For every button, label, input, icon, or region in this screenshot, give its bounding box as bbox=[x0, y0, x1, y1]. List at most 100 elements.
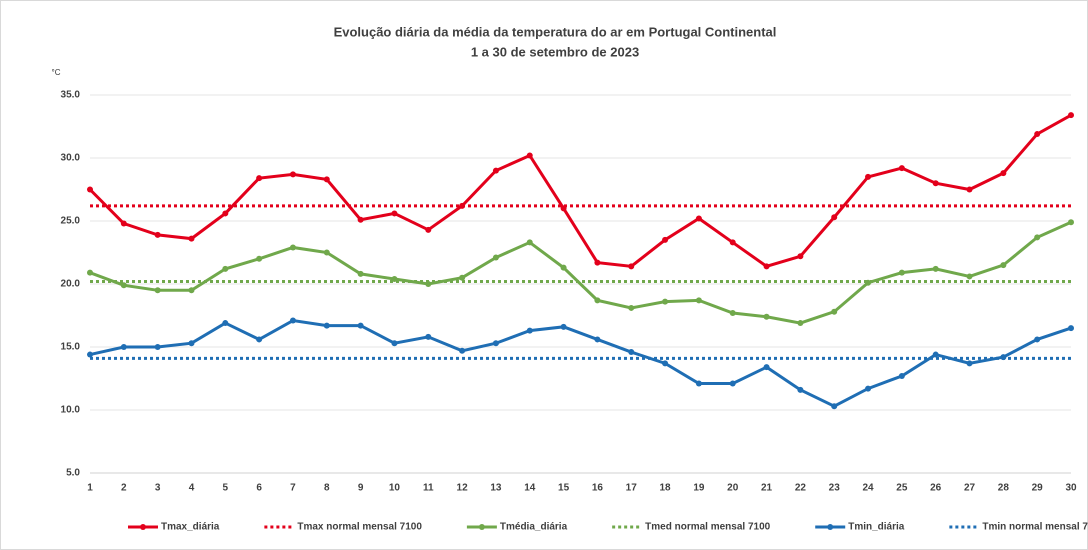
point bbox=[289, 171, 296, 178]
point bbox=[188, 235, 195, 242]
point bbox=[222, 210, 229, 217]
point bbox=[763, 263, 770, 270]
point bbox=[526, 239, 533, 246]
point bbox=[729, 239, 736, 246]
point bbox=[695, 215, 702, 222]
point bbox=[628, 304, 635, 311]
x-tick-label: 21 bbox=[761, 483, 773, 494]
x-tick-label: 27 bbox=[964, 483, 976, 494]
point bbox=[594, 259, 601, 266]
y-tick-label: 30.0 bbox=[61, 153, 81, 164]
point bbox=[695, 380, 702, 387]
point bbox=[1034, 234, 1041, 241]
point bbox=[797, 320, 804, 327]
point bbox=[662, 360, 669, 367]
legend-label: Tmax normal mensal 7100 bbox=[297, 522, 422, 533]
x-tick-label: 3 bbox=[155, 483, 161, 494]
series-line bbox=[89, 220, 1072, 325]
point bbox=[932, 351, 939, 358]
point bbox=[459, 347, 466, 354]
x-tick-label: 2 bbox=[121, 483, 127, 494]
y-tick-label: 25.0 bbox=[61, 216, 81, 227]
point bbox=[966, 186, 973, 193]
point bbox=[797, 253, 804, 260]
x-tick-label: 5 bbox=[223, 483, 229, 494]
point bbox=[662, 236, 669, 243]
x-tick-label: 12 bbox=[457, 483, 469, 494]
point bbox=[662, 298, 669, 305]
x-tick-label: 26 bbox=[930, 483, 942, 494]
x-tick-label: 11 bbox=[423, 483, 434, 494]
legend-label: Tmin normal mensal 7100 bbox=[982, 522, 1088, 533]
y-tick-label: 15.0 bbox=[61, 342, 81, 353]
point bbox=[526, 152, 533, 159]
point bbox=[763, 364, 770, 371]
point bbox=[831, 214, 838, 221]
x-tick-label: 1 bbox=[87, 483, 93, 494]
point bbox=[1068, 325, 1074, 332]
y-tick-label: 35.0 bbox=[61, 90, 81, 101]
y-tick-label: 5.0 bbox=[66, 468, 80, 479]
point bbox=[222, 320, 229, 327]
point bbox=[459, 274, 466, 281]
point bbox=[594, 336, 601, 343]
point bbox=[594, 297, 601, 304]
y-tick-label: 20.0 bbox=[61, 279, 81, 290]
x-tick-label: 29 bbox=[1032, 483, 1044, 494]
x-tick-label: 22 bbox=[795, 483, 807, 494]
x-tick-label: 18 bbox=[660, 483, 672, 494]
point bbox=[865, 173, 872, 180]
point bbox=[932, 265, 939, 272]
x-tick-label: 24 bbox=[862, 483, 874, 494]
x-tick-label: 19 bbox=[693, 483, 705, 494]
point bbox=[323, 176, 330, 183]
point bbox=[729, 309, 736, 316]
point bbox=[898, 165, 905, 172]
legend-marker bbox=[827, 524, 834, 530]
x-tick-label: 30 bbox=[1065, 483, 1077, 494]
point bbox=[222, 265, 229, 272]
point bbox=[120, 282, 127, 289]
x-tick-label: 15 bbox=[558, 483, 570, 494]
point bbox=[87, 269, 93, 276]
point bbox=[560, 264, 567, 271]
point bbox=[289, 244, 296, 251]
point bbox=[729, 380, 736, 387]
point bbox=[628, 349, 635, 356]
point bbox=[256, 255, 263, 262]
point bbox=[391, 340, 398, 347]
point bbox=[425, 333, 432, 340]
point bbox=[898, 269, 905, 276]
point bbox=[154, 344, 161, 350]
point bbox=[256, 175, 263, 182]
point bbox=[1034, 336, 1041, 343]
point bbox=[357, 322, 364, 329]
point bbox=[1068, 219, 1074, 226]
point bbox=[831, 403, 838, 410]
point bbox=[628, 263, 635, 270]
point bbox=[87, 186, 93, 193]
point bbox=[154, 287, 161, 294]
point bbox=[188, 287, 195, 294]
point bbox=[932, 180, 939, 187]
point bbox=[323, 249, 330, 256]
point bbox=[831, 308, 838, 315]
point bbox=[1000, 170, 1007, 177]
x-tick-label: 23 bbox=[829, 483, 841, 494]
point bbox=[1000, 262, 1007, 269]
x-tick-label: 25 bbox=[896, 483, 908, 494]
point bbox=[154, 231, 161, 238]
x-tick-label: 7 bbox=[290, 483, 296, 494]
legend-label: Tmédia_diária bbox=[500, 522, 568, 533]
x-tick-label: 10 bbox=[389, 483, 401, 494]
legend-marker bbox=[478, 524, 485, 530]
series-line bbox=[88, 113, 1072, 269]
x-tick-label: 13 bbox=[490, 483, 502, 494]
point bbox=[188, 340, 195, 347]
point bbox=[120, 344, 127, 350]
chart-title: Evolução diária da média da temperatura … bbox=[334, 24, 777, 39]
x-tick-label: 6 bbox=[256, 483, 262, 494]
point bbox=[120, 220, 127, 227]
